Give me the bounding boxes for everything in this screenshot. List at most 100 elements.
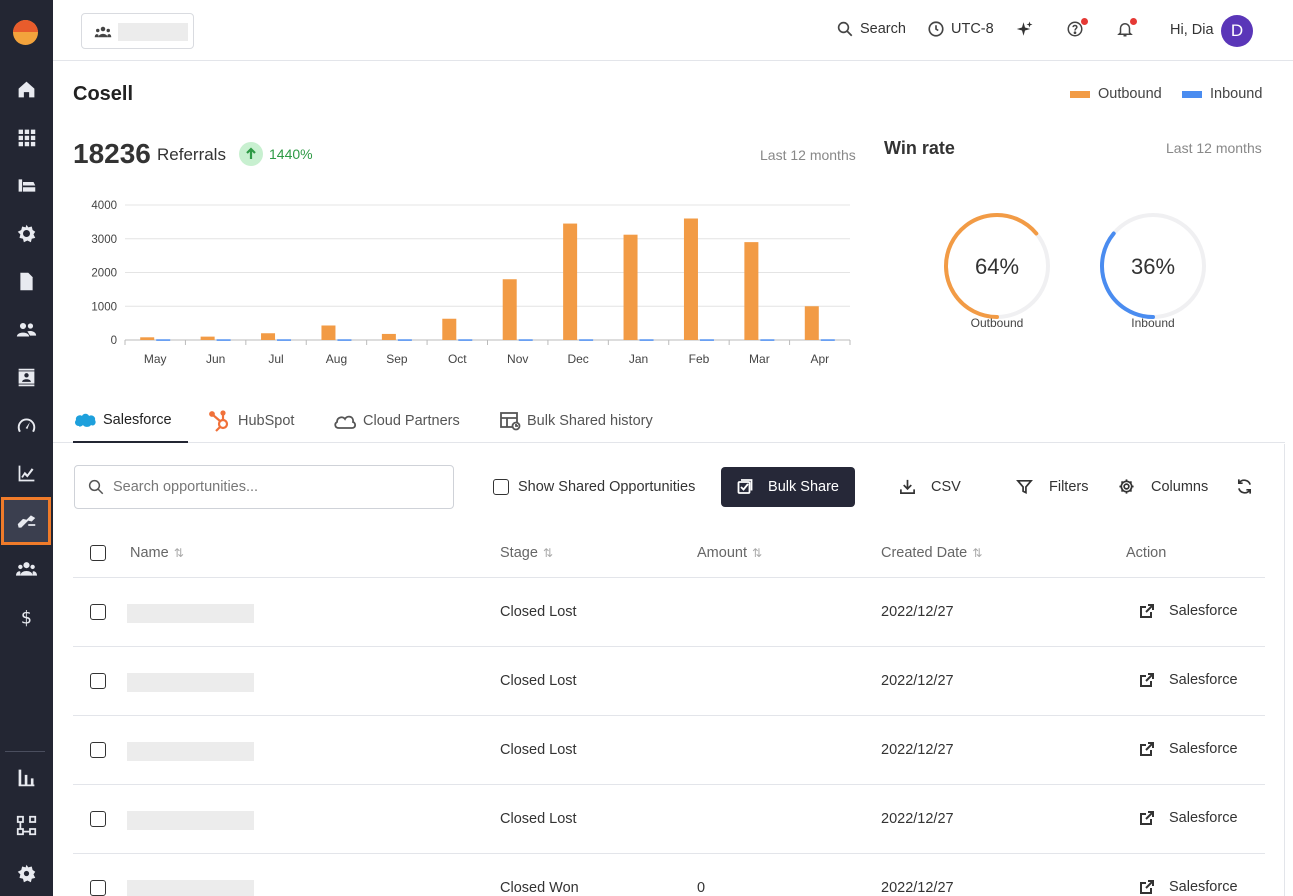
tab-bulk-shared-history[interactable]: Bulk Shared history — [499, 398, 653, 443]
column-header-name-label: Name — [130, 545, 169, 561]
opportunity-name-redacted[interactable] — [127, 811, 254, 830]
table-header-divider — [73, 577, 1265, 578]
speedometer-icon[interactable] — [14, 413, 38, 437]
filter-icon — [1016, 479, 1033, 495]
bulk-share-label: Bulk Share — [768, 479, 839, 495]
row-checkbox[interactable] — [90, 604, 106, 620]
sort-icon[interactable]: ⇅ — [542, 546, 553, 560]
listing-icon[interactable] — [14, 173, 38, 197]
x-tick-label: Feb — [689, 352, 710, 366]
tab-cloud-partners[interactable]: Cloud Partners — [333, 398, 460, 443]
handshake-icon[interactable] — [14, 509, 38, 533]
avatar[interactable]: D — [1221, 15, 1253, 47]
growth-percentage: 1440% — [269, 146, 313, 162]
x-tick-label: Aug — [326, 352, 347, 366]
analytics-icon[interactable] — [14, 461, 38, 485]
notifications-button[interactable] — [1116, 20, 1140, 38]
refresh-button[interactable] — [1236, 478, 1253, 495]
column-header-created-date-label: Created Date — [881, 545, 968, 561]
svg-text:$: $ — [20, 608, 31, 627]
opportunity-name-redacted[interactable] — [127, 742, 254, 761]
timezone-label: UTC-8 — [951, 21, 994, 37]
home-icon[interactable] — [14, 77, 38, 101]
x-tick-label: Oct — [448, 352, 467, 366]
people-icon[interactable] — [14, 317, 38, 341]
inbound-bar — [397, 339, 412, 341]
tab-salesforce[interactable]: Salesforce — [73, 398, 188, 443]
outbound-bar — [502, 279, 517, 340]
outbound-bar — [261, 333, 276, 340]
sparkle-icon — [1016, 21, 1033, 36]
opportunity-name-redacted[interactable] — [127, 673, 254, 692]
help-button[interactable] — [1066, 20, 1090, 38]
search-opportunities-field[interactable] — [74, 465, 454, 509]
action-label: Salesforce — [1169, 879, 1238, 895]
row-checkbox[interactable] — [90, 742, 106, 758]
column-header-stage[interactable]: Stage ⇅ — [500, 545, 553, 561]
columns-button[interactable]: Columns — [1118, 478, 1208, 495]
show-shared-checkbox[interactable] — [493, 479, 509, 495]
bulk-share-button[interactable]: Bulk Share — [721, 467, 855, 507]
column-header-amount[interactable]: Amount ⇅ — [697, 545, 762, 561]
outbound-bar — [140, 337, 155, 340]
search-opportunities-input[interactable] — [113, 479, 433, 495]
win-rate-title: Win rate — [884, 138, 955, 158]
app-logo[interactable] — [13, 20, 38, 45]
sort-icon[interactable]: ⇅ — [173, 546, 184, 560]
row-created-date: 2022/12/27 — [881, 811, 954, 827]
inbound-gauge-arc — [1100, 231, 1155, 319]
x-tick-label: Mar — [749, 352, 770, 366]
sidebar-item-cosell-active[interactable] — [1, 497, 51, 545]
column-header-created-date[interactable]: Created Date ⇅ — [881, 545, 982, 561]
settings-icon[interactable] — [14, 861, 38, 885]
sort-icon[interactable]: ⇅ — [751, 546, 763, 560]
inbound-win-gauge: 36% Inbound — [1100, 213, 1206, 330]
tab-hubspot[interactable]: HubSpot — [208, 398, 294, 443]
row-stage: Closed Lost — [500, 604, 577, 620]
legend-outbound-label: Outbound — [1098, 86, 1162, 102]
x-tick-label: Jan — [629, 352, 648, 366]
show-shared-label: Show Shared Opportunities — [518, 479, 696, 495]
sidebar-divider — [5, 751, 45, 752]
search-button[interactable]: Search — [836, 20, 906, 38]
open-in-salesforce-link[interactable]: Salesforce — [1139, 810, 1238, 826]
filters-button[interactable]: Filters — [1016, 478, 1088, 495]
tab-bulk-shared-history-label: Bulk Shared history — [527, 412, 653, 429]
open-in-salesforce-link[interactable]: Salesforce — [1139, 672, 1238, 688]
csv-button[interactable]: CSV — [899, 478, 961, 495]
open-in-salesforce-link[interactable]: Salesforce — [1139, 879, 1238, 895]
team-selector[interactable] — [81, 13, 194, 49]
external-link-icon — [1140, 673, 1154, 687]
ai-assistant-button[interactable] — [1016, 20, 1040, 38]
gear-outline-icon[interactable] — [14, 221, 38, 245]
open-in-salesforce-link[interactable]: Salesforce — [1139, 741, 1238, 757]
show-shared-toggle[interactable]: Show Shared Opportunities — [493, 479, 695, 495]
action-label: Salesforce — [1169, 672, 1238, 688]
row-checkbox[interactable] — [90, 811, 106, 827]
bar-chart-icon[interactable] — [14, 765, 38, 789]
sort-icon[interactable]: ⇅ — [972, 546, 983, 560]
search-label: Search — [860, 21, 906, 37]
opportunity-name-redacted[interactable] — [127, 880, 254, 896]
document-icon[interactable] — [14, 269, 38, 293]
workflow-icon[interactable] — [14, 813, 38, 837]
contact-card-icon[interactable] — [14, 365, 38, 389]
opportunity-name-redacted[interactable] — [127, 604, 254, 623]
row-checkbox[interactable] — [90, 880, 106, 896]
timezone-button[interactable]: UTC-8 — [927, 20, 994, 38]
team-icon[interactable] — [14, 557, 38, 581]
open-in-salesforce-link[interactable]: Salesforce — [1139, 603, 1238, 619]
action-label: Salesforce — [1169, 603, 1238, 619]
team-name-redacted — [118, 23, 188, 41]
row-created-date: 2022/12/27 — [881, 880, 954, 896]
x-tick-label: Jul — [268, 352, 283, 366]
outbound-win-value: 64% — [975, 254, 1019, 279]
dollar-icon[interactable]: $ — [14, 605, 38, 629]
select-all-checkbox[interactable] — [90, 545, 106, 561]
column-header-name[interactable]: Name ⇅ — [130, 545, 184, 561]
tab-cloud-partners-label: Cloud Partners — [363, 412, 460, 429]
columns-label: Columns — [1151, 478, 1209, 495]
refresh-icon — [1237, 479, 1252, 494]
row-checkbox[interactable] — [90, 673, 106, 689]
apps-grid-icon[interactable] — [14, 125, 38, 149]
